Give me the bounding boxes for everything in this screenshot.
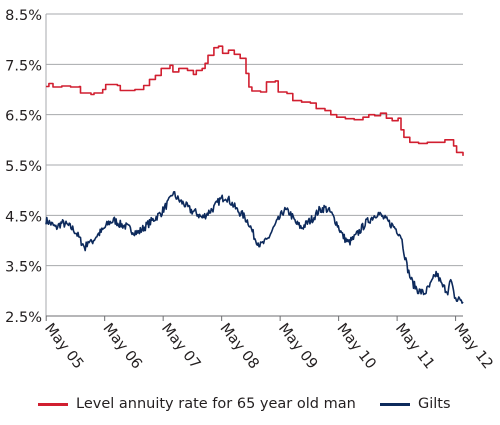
y-axis-ticks: 8.5% 7.5% 6.5% 5.5% 4.5% 3.5% 2.5% bbox=[5, 8, 42, 326]
series-lines bbox=[45, 45, 464, 304]
legend-item-annuity: Level annuity rate for 65 year old man bbox=[38, 396, 356, 412]
legend: Level annuity rate for 65 year old man G… bbox=[0, 396, 500, 424]
y-tick-label: 7.5% bbox=[5, 58, 42, 74]
legend-swatch-gilts bbox=[380, 402, 410, 406]
x-tick-label: May 07 bbox=[158, 321, 203, 373]
series-line-annuity-rate bbox=[46, 45, 464, 156]
legend-swatch-annuity bbox=[38, 402, 68, 406]
legend-label-annuity: Level annuity rate for 65 year old man bbox=[76, 396, 356, 412]
y-tick-label: 8.5% bbox=[5, 8, 42, 24]
legend-item-gilts: Gilts bbox=[380, 396, 451, 412]
x-tick-label: May 10 bbox=[333, 321, 378, 373]
gridlines bbox=[45, 13, 463, 317]
y-tick-label: 3.5% bbox=[5, 260, 42, 276]
y-tick-label: 6.5% bbox=[5, 109, 42, 125]
y-tick-label: 5.5% bbox=[5, 159, 42, 175]
y-tick-label: 2.5% bbox=[5, 310, 42, 326]
x-axis-ticks: May 05 May 06 May 07 May 08 May 09 May 10 May … bbox=[41, 316, 496, 372]
x-tick-label: May 12 bbox=[450, 321, 495, 373]
x-tick-label: May 05 bbox=[41, 321, 86, 373]
legend-label-gilts: Gilts bbox=[418, 396, 451, 412]
x-tick-label: May 09 bbox=[275, 321, 320, 373]
x-tick-label: May 11 bbox=[392, 321, 437, 373]
line-chart: 8.5%7.5%6.5%5.5%4.5%3.5%2.5% May 05 May 0… bbox=[5, 8, 496, 372]
series-line-gilts bbox=[45, 191, 464, 304]
y-tick-label: 4.5% bbox=[5, 209, 42, 225]
x-tick-label: May 06 bbox=[100, 321, 145, 373]
x-tick-label: May 08 bbox=[216, 321, 261, 373]
